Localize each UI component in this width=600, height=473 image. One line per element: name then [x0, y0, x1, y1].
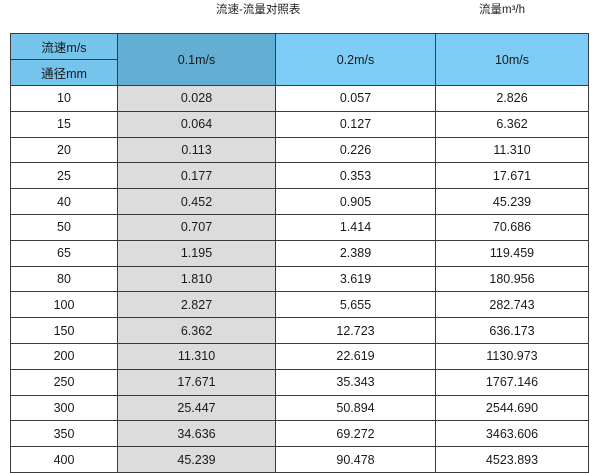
cell-flow-1: 2.389: [275, 239, 436, 267]
cell-diameter: 400: [10, 446, 118, 473]
cell-diameter: 50: [10, 213, 118, 241]
cell-flow-2: 119.459: [435, 239, 589, 267]
cell-diameter: 25: [10, 162, 118, 190]
cell-flow-2: 1767.146: [435, 368, 589, 396]
cell-flow-2: 70.686: [435, 213, 589, 241]
cell-diameter: 80: [10, 265, 118, 293]
header-row-bottom: 通径mm: [10, 59, 589, 86]
cell-flow-2: 1130.973: [435, 342, 589, 370]
cell-diameter: 10: [10, 85, 118, 112]
cell-diameter: 20: [10, 136, 118, 164]
table-row: 40 0.452 0.905 45.239: [10, 188, 589, 215]
cell-flow-1: 50.894: [275, 394, 436, 422]
cell-flow-1: 0.905: [275, 188, 436, 215]
table-row: 50 0.707 1.414 70.686: [10, 213, 589, 241]
table-row: 80 1.810 3.619 180.956: [10, 265, 589, 293]
cell-flow-2: 17.671: [435, 162, 589, 190]
cell-flow-0: 17.671: [117, 368, 276, 396]
header-velocity-0: 0.1m/s: [117, 33, 276, 86]
table-row: 300 25.447 50.894 2544.690: [10, 394, 589, 422]
cell-flow-0: 0.452: [117, 188, 276, 215]
cell-flow-0: 0.113: [117, 136, 276, 164]
cell-flow-0: 1.195: [117, 239, 276, 267]
table-row: 25 0.177 0.353 17.671: [10, 162, 589, 190]
cell-diameter: 350: [10, 420, 118, 448]
cell-flow-1: 0.127: [275, 110, 436, 138]
cell-flow-2: 3463.606: [435, 420, 589, 448]
cell-flow-1: 0.226: [275, 136, 436, 164]
cell-flow-2: 2.826: [435, 85, 589, 112]
cell-flow-0: 0.028: [117, 85, 276, 112]
cell-flow-2: 282.743: [435, 291, 589, 319]
cell-flow-1: 1.414: [275, 213, 436, 241]
table-row: 65 1.195 2.389 119.459: [10, 239, 589, 267]
cell-flow-0: 1.810: [117, 265, 276, 293]
table-row: 15 0.064 0.127 6.362: [10, 110, 589, 138]
cell-diameter: 250: [10, 368, 118, 396]
cell-flow-1: 69.272: [275, 420, 436, 448]
cell-flow-2: 6.362: [435, 110, 589, 138]
header-row-top: 流速m/s 0.1m/s 0.2m/s 10m/s: [10, 33, 589, 86]
cell-flow-2: 180.956: [435, 265, 589, 293]
cell-flow-1: 0.353: [275, 162, 436, 190]
table-body: 10 0.028 0.057 2.826 15 0.064 0.127 6.36…: [10, 85, 589, 473]
cell-flow-1: 0.057: [275, 85, 436, 112]
table-header: 流速m/s 0.1m/s 0.2m/s 10m/s 通径mm: [10, 33, 589, 86]
cell-flow-2: 2544.690: [435, 394, 589, 422]
cell-flow-0: 0.177: [117, 162, 276, 190]
table-row: 400 45.239 90.478 4523.893: [10, 446, 589, 473]
cell-flow-0: 45.239: [117, 446, 276, 473]
cell-flow-2: 11.310: [435, 136, 589, 164]
table-row: 350 34.636 69.272 3463.606: [10, 420, 589, 448]
flow-table-container: 流速m/s 0.1m/s 0.2m/s 10m/s 通径mm 10 0.028 …: [10, 33, 589, 473]
cell-flow-0: 0.064: [117, 110, 276, 138]
flow-unit-label: 流量m³/h: [479, 4, 525, 16]
cell-diameter: 15: [10, 110, 118, 138]
table-row: 20 0.113 0.226 11.310: [10, 136, 589, 164]
header-diameter-label: 通径mm: [10, 59, 118, 86]
cell-diameter: 100: [10, 291, 118, 319]
cell-flow-0: 25.447: [117, 394, 276, 422]
table-row: 250 17.671 35.343 1767.146: [10, 368, 589, 396]
table-row: 10 0.028 0.057 2.826: [10, 85, 589, 112]
cell-flow-0: 0.707: [117, 213, 276, 241]
cell-flow-0: 2.827: [117, 291, 276, 319]
table-row: 150 6.362 12.723 636.173: [10, 317, 589, 344]
cell-flow-2: 45.239: [435, 188, 589, 215]
cell-flow-0: 11.310: [117, 342, 276, 370]
cell-flow-1: 12.723: [275, 317, 436, 344]
header-velocity-label: 流速m/s: [10, 33, 118, 60]
cell-diameter: 300: [10, 394, 118, 422]
table-row: 100 2.827 5.655 282.743: [10, 291, 589, 319]
cell-flow-2: 636.173: [435, 317, 589, 344]
caption-strip: 流速-流量对照表 流量m³/h: [0, 0, 600, 30]
cell-flow-1: 3.619: [275, 265, 436, 293]
cell-diameter: 150: [10, 317, 118, 344]
cell-diameter: 65: [10, 239, 118, 267]
cell-flow-0: 6.362: [117, 317, 276, 344]
cell-flow-1: 22.619: [275, 342, 436, 370]
table-row: 200 11.310 22.619 1130.973: [10, 342, 589, 370]
flow-rate-table: 流速m/s 0.1m/s 0.2m/s 10m/s 通径mm 10 0.028 …: [10, 33, 589, 473]
cell-flow-1: 35.343: [275, 368, 436, 396]
cell-flow-0: 34.636: [117, 420, 276, 448]
header-velocity-1: 0.2m/s: [275, 33, 436, 86]
header-velocity-2: 10m/s: [435, 33, 589, 86]
page-title: 流速-流量对照表: [216, 4, 301, 16]
cell-diameter: 200: [10, 342, 118, 370]
cell-flow-1: 90.478: [275, 446, 436, 473]
cell-diameter: 40: [10, 188, 118, 215]
cell-flow-2: 4523.893: [435, 446, 589, 473]
cell-flow-1: 5.655: [275, 291, 436, 319]
